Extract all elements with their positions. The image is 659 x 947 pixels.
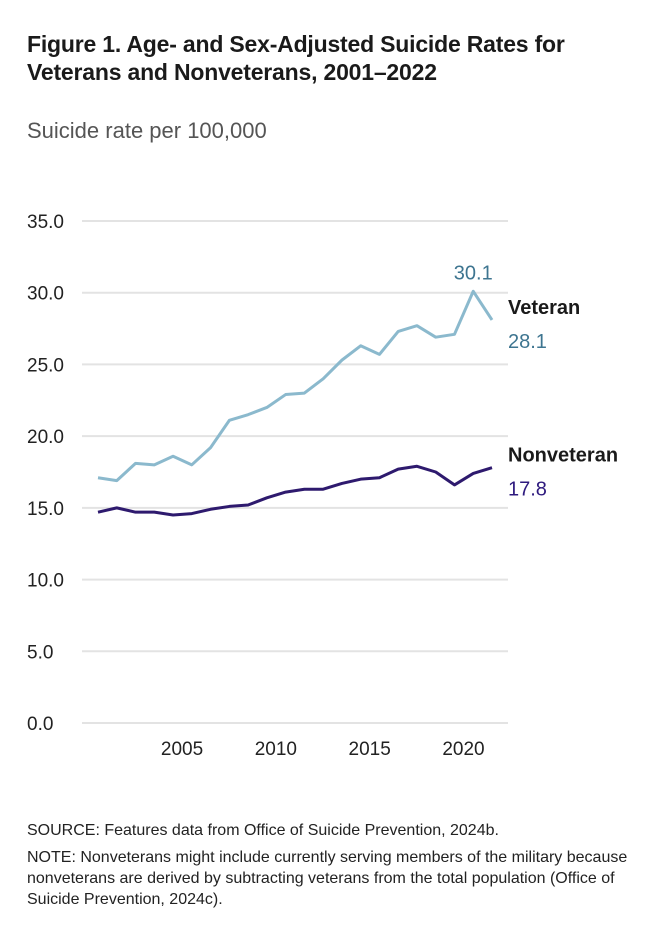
y-tick-label: 25.0 (27, 355, 64, 376)
series-label: Nonveteran (508, 445, 618, 467)
y-tick-label: 30.0 (27, 284, 64, 305)
y-tick-label: 35.0 (27, 212, 64, 233)
y-tick-label: 5.0 (27, 642, 53, 663)
footnote: NOTE: Nonveterans might include currentl… (27, 849, 628, 908)
x-tick-label: 2010 (255, 739, 297, 760)
end-value-label: 28.1 (508, 331, 547, 353)
x-tick-label: 2005 (161, 739, 203, 760)
source-note: SOURCE: Features data from Office of Sui… (27, 822, 499, 839)
y-tick-label: 15.0 (27, 499, 64, 520)
nonveteran-line (97, 464, 493, 517)
y-tick-label: 10.0 (27, 571, 64, 592)
line-chart: 0.0 5.0 10.0 15.0 20.0 25.0 30.0 35.0 2005 2010 20… (27, 212, 618, 760)
end-value-label: 17.8 (508, 479, 547, 501)
series-label: Veteran (508, 297, 580, 319)
y-tick-label: 0.0 (27, 714, 53, 735)
chart-title: Figure 1. Age- and Sex-Adjusted Suicide … (27, 31, 565, 85)
y-tick-label: 20.0 (27, 427, 64, 448)
x-tick-label: 2020 (442, 739, 484, 760)
veteran-line (97, 289, 494, 483)
y-axis-label: Suicide rate per 100,000 (27, 118, 267, 143)
peak-value-label: 30.1 (454, 262, 493, 284)
x-tick-label: 2015 (349, 739, 391, 760)
